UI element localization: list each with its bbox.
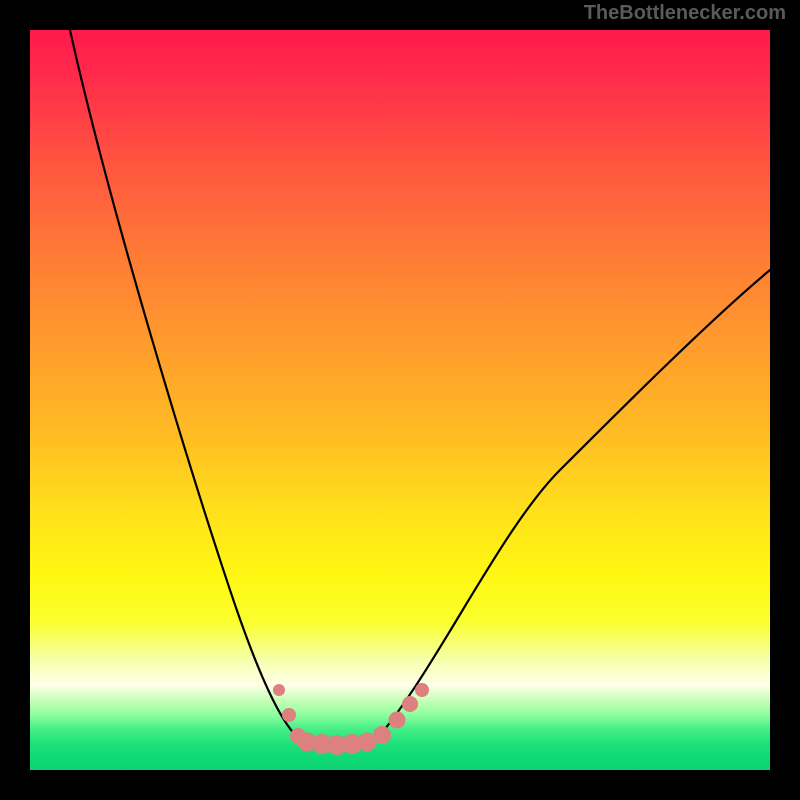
chart-svg — [0, 0, 800, 800]
bead-marker — [415, 683, 429, 697]
bead-marker — [389, 712, 406, 729]
bead-marker — [373, 726, 391, 744]
bead-marker — [402, 696, 418, 712]
bead-marker — [282, 708, 296, 722]
watermark-text: TheBottlenecker.com — [584, 2, 786, 25]
outer-container: TheBottlenecker.com — [0, 0, 800, 800]
bead-marker — [273, 684, 285, 696]
plot-background — [30, 30, 770, 770]
